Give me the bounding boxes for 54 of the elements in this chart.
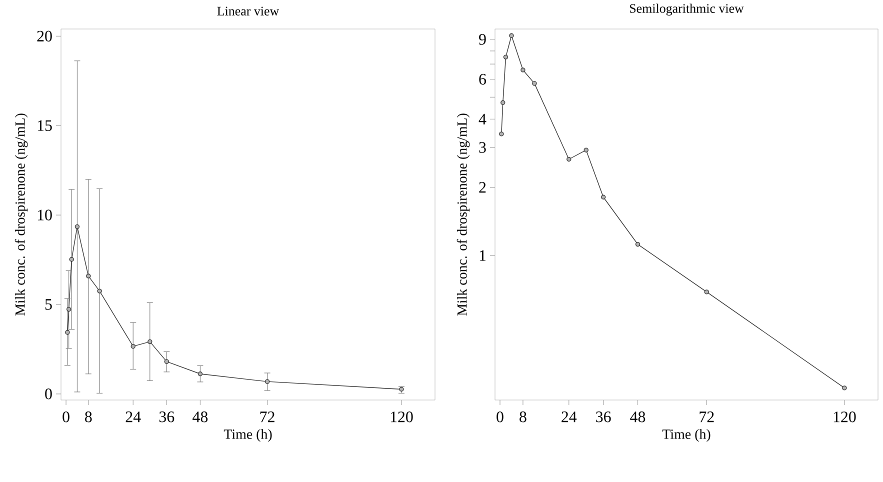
chart-title: Linear view: [217, 6, 280, 16]
y-tick-label: 3: [479, 142, 486, 153]
point: [509, 33, 514, 38]
x-axis-title: Time (h): [662, 429, 710, 442]
point: [164, 359, 170, 364]
point: [500, 100, 506, 105]
point: [842, 386, 847, 390]
x-tick-label: 0: [496, 412, 504, 422]
point: [130, 344, 136, 349]
x-tick-label: 24: [126, 412, 141, 422]
y-tick-label: 15: [38, 120, 52, 131]
point: [520, 68, 526, 72]
point: [65, 330, 70, 335]
point: [499, 132, 504, 136]
x-tick-label: 36: [159, 412, 174, 422]
point: [600, 194, 606, 200]
point: [566, 156, 572, 162]
point: [198, 372, 203, 376]
point: [66, 306, 72, 312]
point: [264, 379, 270, 384]
chart-title: Semilogarithmic view: [630, 4, 744, 16]
x-tick-label: 120: [390, 412, 413, 422]
x-tick-label: 72: [700, 412, 714, 422]
point: [148, 339, 152, 344]
x-tick-label: 120: [834, 412, 856, 422]
y-tick-label: 4: [478, 114, 486, 124]
y-tick-label: 5: [45, 299, 52, 310]
point: [69, 257, 74, 262]
point: [635, 242, 640, 247]
point: [584, 148, 588, 152]
x-tick-label: 72: [260, 412, 274, 422]
x-tick-label: 36: [596, 412, 611, 422]
x-tick-label: 48: [192, 412, 208, 422]
x-tick-label: 0: [62, 412, 70, 422]
x-tick-label: 8: [85, 412, 92, 422]
x-tick-label: 48: [630, 412, 646, 422]
point: [86, 274, 91, 278]
y-tick-label: 2: [479, 182, 486, 193]
x-tick-label: 24: [562, 412, 577, 422]
y-tick-label: 20: [37, 30, 52, 42]
point: [503, 54, 508, 60]
y-tick-label: 10: [38, 210, 52, 220]
point: [74, 224, 80, 230]
point: [532, 81, 537, 86]
y-axis-title: Milk conc. of drospirenone (ng/mL): [14, 114, 28, 316]
y-tick-label: 0: [45, 388, 52, 400]
x-tick-label: 8: [520, 412, 526, 422]
point: [704, 290, 710, 294]
y-axis-title: Milk conc. of drospirenone (ng/mL): [456, 114, 470, 316]
y-tick-label: 1: [480, 250, 486, 261]
y-tick-label: 6: [479, 74, 486, 85]
x-axis-title: Time (h): [224, 429, 272, 442]
point: [97, 288, 102, 294]
y-tick-label: 9: [479, 34, 486, 45]
